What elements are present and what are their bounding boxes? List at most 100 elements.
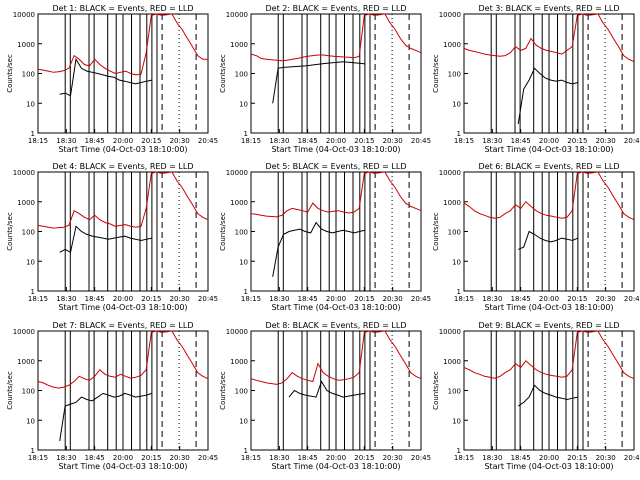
y-tick-label: 1: [457, 447, 461, 455]
y-tick-label: 1000: [443, 199, 461, 207]
y-tick-label: 10000: [226, 328, 248, 336]
x-tick-label: 18:45: [511, 137, 531, 145]
x-tick-label: 18:45: [85, 137, 105, 145]
x-tick-label: 20:00: [113, 454, 133, 462]
x-tick-label: 20:15: [354, 137, 374, 145]
y-axis-label: Counts/sec: [219, 371, 227, 410]
chart-panel: Det 9: BLACK = Events, RED = LLD Counts/s…: [432, 321, 640, 471]
x-axis-label: Start Time (04-Oct-03 18:10:00): [484, 462, 613, 471]
y-tick-label: 10000: [439, 328, 461, 336]
y-tick-label: 1: [244, 288, 248, 296]
x-tick-label: 20:45: [411, 137, 431, 145]
x-tick-label: 20:00: [539, 295, 559, 303]
series-line: [517, 384, 578, 407]
series-line: [272, 221, 366, 277]
chart-title: Det 9: BLACK = Events, RED = LLD: [479, 321, 620, 330]
series-line: [518, 230, 579, 250]
y-tick-label: 100: [448, 388, 461, 396]
chart-title: Det 2: BLACK = Events, RED = LLD: [266, 4, 407, 13]
x-tick-label: 20:00: [539, 454, 559, 462]
chart-panel: Det 3: BLACK = Events, RED = LLD Counts/s…: [432, 4, 640, 154]
x-tick-label: 18:30: [269, 137, 289, 145]
series-line: [517, 67, 579, 125]
y-tick-label: 10: [452, 100, 461, 108]
x-tick-label: 20:30: [596, 137, 616, 145]
y-axis-label: Counts/sec: [6, 54, 14, 93]
y-tick-label: 1000: [230, 41, 248, 49]
series-line: [272, 61, 365, 104]
x-tick-label: 20:15: [567, 295, 587, 303]
x-tick-label: 18:15: [28, 295, 48, 303]
chart-title: Det 6: BLACK = Events, RED = LLD: [479, 162, 620, 171]
series-line: [463, 13, 635, 63]
y-tick-label: 1000: [230, 199, 248, 207]
x-tick-label: 18:45: [511, 454, 531, 462]
y-axis-label: Counts/sec: [219, 212, 227, 251]
series-line: [463, 171, 635, 221]
x-tick-label: 20:30: [170, 137, 190, 145]
chart-panel: Det 2: BLACK = Events, RED = LLD Counts/s…: [219, 4, 431, 154]
series-line: [250, 330, 422, 385]
x-tick-label: 20:00: [326, 295, 346, 303]
x-tick-label: 20:00: [113, 295, 133, 303]
x-tick-label: 20:45: [411, 454, 431, 462]
x-tick-label: 20:30: [170, 295, 190, 303]
chart-panel: Det 7: BLACK = Events, RED = LLD Counts/s…: [6, 321, 218, 471]
y-tick-label: 1000: [443, 358, 461, 366]
x-tick-label: 18:15: [241, 454, 261, 462]
series-line: [250, 171, 422, 218]
series-line: [463, 330, 635, 380]
y-tick-label: 1: [457, 130, 461, 138]
x-tick-label: 18:15: [454, 137, 474, 145]
series-line: [59, 57, 152, 97]
y-tick-label: 100: [235, 229, 248, 237]
y-axis-label: Counts/sec: [6, 371, 14, 410]
x-tick-label: 18:30: [56, 295, 76, 303]
y-tick-label: 1: [244, 130, 248, 138]
y-tick-label: 1: [244, 447, 248, 455]
x-tick-label: 18:30: [482, 137, 502, 145]
y-tick-label: 1000: [17, 41, 35, 49]
x-tick-label: 20:45: [198, 137, 218, 145]
x-axis-label: Start Time (04-Oct-03 18:10:00): [271, 145, 400, 154]
chart-panel: Det 1: BLACK = Events, RED = LLD Counts/s…: [6, 4, 218, 154]
x-tick-label: 20:45: [624, 295, 640, 303]
y-tick-label: 1: [31, 288, 35, 296]
y-tick-label: 1: [31, 447, 35, 455]
y-tick-label: 1000: [17, 199, 35, 207]
x-axis-label: Start Time (04-Oct-03 18:10:00): [271, 462, 400, 471]
chart-title: Det 7: BLACK = Events, RED = LLD: [53, 321, 194, 330]
x-tick-label: 18:15: [241, 295, 261, 303]
y-tick-label: 100: [22, 388, 35, 396]
x-tick-label: 20:15: [567, 454, 587, 462]
x-tick-label: 20:45: [411, 295, 431, 303]
y-tick-label: 10: [239, 258, 248, 266]
y-tick-label: 100: [448, 71, 461, 79]
series-line: [37, 13, 208, 76]
x-tick-label: 18:15: [28, 137, 48, 145]
series-line: [37, 330, 209, 389]
x-tick-label: 20:30: [383, 454, 403, 462]
x-tick-label: 18:45: [298, 295, 318, 303]
x-tick-label: 20:00: [326, 137, 346, 145]
chart-title: Det 3: BLACK = Events, RED = LLD: [479, 4, 620, 13]
x-tick-label: 20:45: [198, 454, 218, 462]
y-tick-label: 100: [22, 71, 35, 79]
x-tick-label: 20:00: [539, 137, 559, 145]
x-tick-label: 20:30: [596, 454, 616, 462]
y-tick-label: 10: [452, 258, 461, 266]
x-axis-label: Start Time (04-Oct-03 18:10:00): [484, 145, 613, 154]
y-tick-label: 10: [239, 417, 248, 425]
x-tick-label: 20:30: [383, 137, 403, 145]
x-tick-label: 18:45: [298, 454, 318, 462]
chart-panel: Det 4: BLACK = Events, RED = LLD Counts/s…: [6, 162, 218, 312]
x-tick-label: 20:45: [198, 295, 218, 303]
x-tick-label: 18:15: [454, 454, 474, 462]
y-tick-label: 10000: [226, 11, 248, 19]
y-tick-label: 10: [239, 100, 248, 108]
y-axis-label: Counts/sec: [219, 54, 227, 93]
x-tick-label: 20:15: [141, 454, 161, 462]
x-tick-label: 20:30: [383, 295, 403, 303]
x-tick-label: 20:00: [113, 137, 133, 145]
